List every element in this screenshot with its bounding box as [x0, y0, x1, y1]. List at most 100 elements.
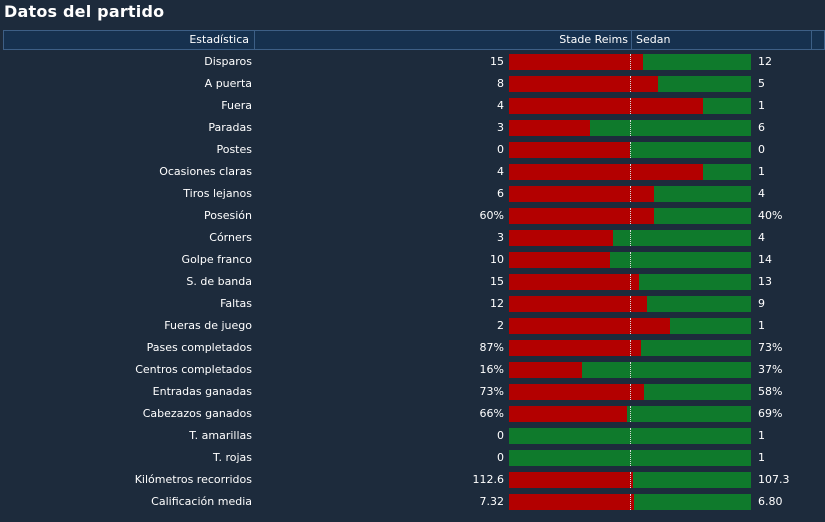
stat-label: Centros completados [135, 363, 252, 376]
stat-label: Pases completados [146, 341, 252, 354]
bar-midline [630, 208, 631, 224]
column-header-home-team[interactable]: Stade Reims [255, 31, 632, 49]
comparison-bar [509, 98, 751, 114]
stat-label: Fueras de juego [164, 319, 252, 332]
table-row: Disparos 15 12 [0, 51, 825, 73]
comparison-bar [509, 362, 751, 378]
home-value: 0 [497, 429, 504, 442]
bar-midline [630, 340, 631, 356]
table-row: A puerta 8 5 [0, 73, 825, 95]
stat-label: T. rojas [213, 451, 252, 464]
bar-midline [630, 98, 631, 114]
comparison-bar [509, 340, 751, 356]
home-value: 3 [497, 121, 504, 134]
comparison-bar [509, 296, 751, 312]
comparison-bar [509, 186, 751, 202]
bar-midline [630, 318, 631, 334]
bar-midline [630, 230, 631, 246]
table-row: Córners 3 4 [0, 227, 825, 249]
away-value: 1 [758, 429, 765, 442]
comparison-bar [509, 472, 751, 488]
bar-midline [630, 274, 631, 290]
comparison-bar [509, 274, 751, 290]
comparison-bar [509, 384, 751, 400]
table-row: Cabezazos ganados 66% 69% [0, 403, 825, 425]
comparison-bar [509, 142, 751, 158]
home-value: 60% [479, 209, 504, 222]
away-value: 1 [758, 99, 765, 112]
home-value: 0 [497, 451, 504, 464]
home-value: 3 [497, 231, 504, 244]
home-value: 4 [497, 165, 504, 178]
stat-label: Córners [209, 231, 252, 244]
column-header-away-team[interactable]: Sedan [632, 31, 812, 49]
home-share-fill [509, 186, 654, 202]
away-value: 37% [758, 363, 783, 376]
bar-midline [630, 494, 631, 510]
stat-label: Postes [216, 143, 252, 156]
home-value: 0 [497, 143, 504, 156]
stat-label: Fuera [221, 99, 252, 112]
home-share-fill [509, 142, 630, 158]
bar-midline [630, 406, 631, 422]
away-value: 4 [758, 187, 765, 200]
bar-midline [630, 472, 631, 488]
stat-label: Tiros lejanos [183, 187, 252, 200]
away-value: 107.3 [758, 473, 790, 486]
bar-midline [630, 428, 631, 444]
home-share-fill [509, 164, 703, 180]
table-row: Fuera 4 1 [0, 95, 825, 117]
comparison-bar [509, 120, 751, 136]
away-value: 0 [758, 143, 765, 156]
home-value: 6 [497, 187, 504, 200]
bar-midline [630, 296, 631, 312]
away-value: 1 [758, 451, 765, 464]
bar-midline [630, 362, 631, 378]
home-share-fill [509, 54, 643, 70]
away-value: 14 [758, 253, 772, 266]
table-row: Kilómetros recorridos 112.6 107.3 [0, 469, 825, 491]
home-share-fill [509, 472, 633, 488]
stat-label: Kilómetros recorridos [134, 473, 252, 486]
away-value: 4 [758, 231, 765, 244]
table-row: S. de banda 15 13 [0, 271, 825, 293]
table-row: T. rojas 0 1 [0, 447, 825, 469]
away-value: 12 [758, 55, 772, 68]
home-share-fill [509, 296, 647, 312]
table-row: Posesión 60% 40% [0, 205, 825, 227]
stat-label: Cabezazos ganados [142, 407, 252, 420]
column-header-statistic[interactable]: Estadística [4, 31, 255, 49]
stats-table-header: Estadística Stade Reims Sedan [3, 30, 825, 50]
bar-midline [630, 54, 631, 70]
home-value: 112.6 [472, 473, 505, 486]
comparison-bar [509, 230, 751, 246]
comparison-bar [509, 54, 751, 70]
comparison-bar [509, 406, 751, 422]
home-share-fill [509, 340, 641, 356]
home-value: 87% [479, 341, 504, 354]
home-share-fill [509, 362, 582, 378]
away-value: 73% [758, 341, 783, 354]
comparison-bar [509, 318, 751, 334]
away-value: 1 [758, 319, 765, 332]
away-value: 13 [758, 275, 772, 288]
home-value: 16% [479, 363, 504, 376]
table-row: Pases completados 87% 73% [0, 337, 825, 359]
home-value: 15 [490, 55, 504, 68]
table-row: Calificación media 7.32 6.80 [0, 491, 825, 513]
away-value: 9 [758, 297, 765, 310]
comparison-bar [509, 208, 751, 224]
home-value: 8 [497, 77, 504, 90]
bar-midline [630, 120, 631, 136]
away-value: 69% [758, 407, 783, 420]
bar-midline [630, 186, 631, 202]
home-value: 2 [497, 319, 504, 332]
stat-label: Ocasiones claras [159, 165, 252, 178]
comparison-bar [509, 76, 751, 92]
home-share-fill [509, 384, 644, 400]
bar-midline [630, 252, 631, 268]
home-share-fill [509, 120, 590, 136]
home-value: 15 [490, 275, 504, 288]
home-value: 12 [490, 297, 504, 310]
stat-label: S. de banda [186, 275, 252, 288]
